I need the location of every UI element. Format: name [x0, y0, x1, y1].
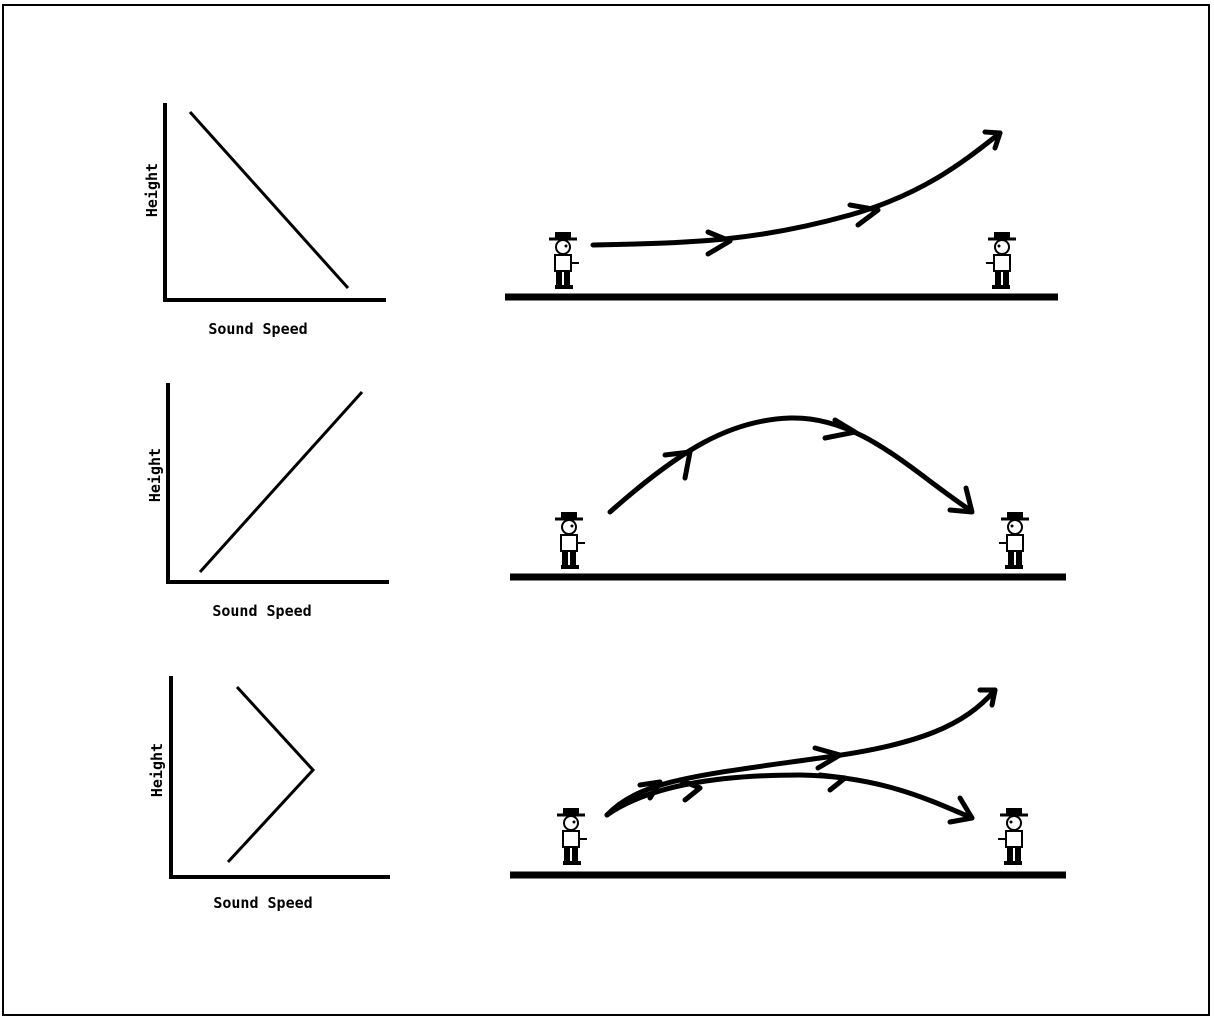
panel: Height Sound Speed: [148, 676, 1066, 912]
listener-person: [984, 230, 1018, 290]
source-person: [547, 230, 581, 290]
listener-person: [997, 510, 1031, 570]
y-label: Height: [143, 163, 161, 217]
y-label: Height: [148, 743, 166, 797]
y-label: Height: [146, 448, 164, 502]
axes: [163, 103, 386, 302]
axes: [169, 676, 390, 879]
arrowheads: [637, 687, 998, 825]
arrowheads: [662, 417, 975, 515]
x-label: Sound Speed: [212, 602, 311, 620]
profile-line: [188, 110, 350, 290]
panel: Height Sound Speed: [143, 103, 1058, 338]
sound-ray: [607, 415, 973, 515]
source-person: [555, 806, 589, 866]
axes: [166, 383, 389, 584]
panel: Height Sound Speed: [146, 383, 1066, 620]
arrowheads: [705, 129, 1003, 257]
source-person: [553, 510, 587, 570]
frame: [2, 4, 1210, 1016]
sound-ray: [590, 130, 1003, 248]
sound-ray: [604, 687, 998, 818]
x-label: Sound Speed: [213, 894, 312, 912]
profile-line: [226, 685, 316, 864]
x-label: Sound Speed: [208, 320, 307, 338]
profile-line: [198, 390, 364, 574]
listener-person: [996, 806, 1030, 866]
